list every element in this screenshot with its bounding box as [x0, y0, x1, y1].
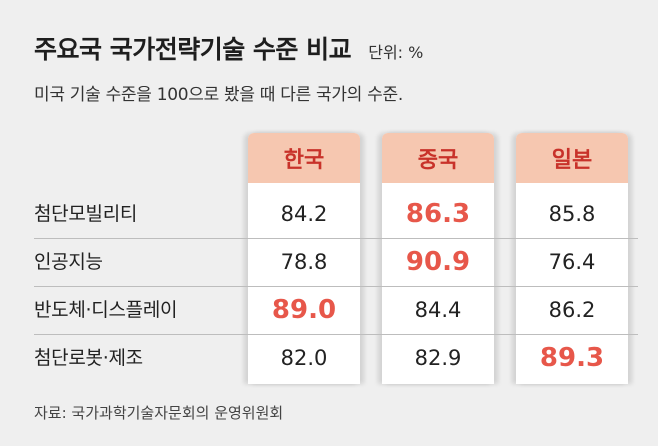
row-label: 반도체·디스플레이 — [34, 299, 178, 321]
row-divider — [34, 286, 638, 287]
column-header: 한국 — [248, 133, 360, 183]
row-divider — [34, 334, 638, 335]
table-cell: 84.2 — [280, 202, 328, 226]
chart-subtitle: 미국 기술 수준을 100으로 봤을 때 다른 국가의 수준. — [34, 85, 403, 105]
table-cell: 82.9 — [414, 346, 462, 370]
table-cell: 82.0 — [280, 346, 328, 370]
table-cell: 90.9 — [405, 247, 471, 277]
column-header: 중국 — [382, 133, 494, 183]
row-label: 인공지능 — [34, 251, 103, 273]
table-cell: 86.2 — [548, 298, 596, 322]
title-row: 주요국 국가전략기술 수준 비교 단위: % — [34, 30, 423, 66]
table-cell: 76.4 — [548, 250, 596, 274]
unit-label: 단위: % — [368, 43, 424, 62]
source-note: 자료: 국가과학기술자문회의 운영위원회 — [34, 404, 284, 422]
table-cell: 85.8 — [548, 202, 596, 226]
row-label: 첨단로봇·제조 — [34, 347, 143, 369]
table-cell: 78.8 — [280, 250, 328, 274]
chart-title: 주요국 국가전략기술 수준 비교 — [34, 35, 352, 64]
table-cell: 89.3 — [539, 343, 605, 373]
row-divider — [34, 238, 638, 239]
table-cell: 84.4 — [414, 298, 462, 322]
table-cell: 86.3 — [405, 199, 471, 229]
column-header: 일본 — [516, 133, 628, 183]
table-cell: 89.0 — [271, 295, 337, 325]
row-label: 첨단모빌리티 — [34, 203, 138, 225]
